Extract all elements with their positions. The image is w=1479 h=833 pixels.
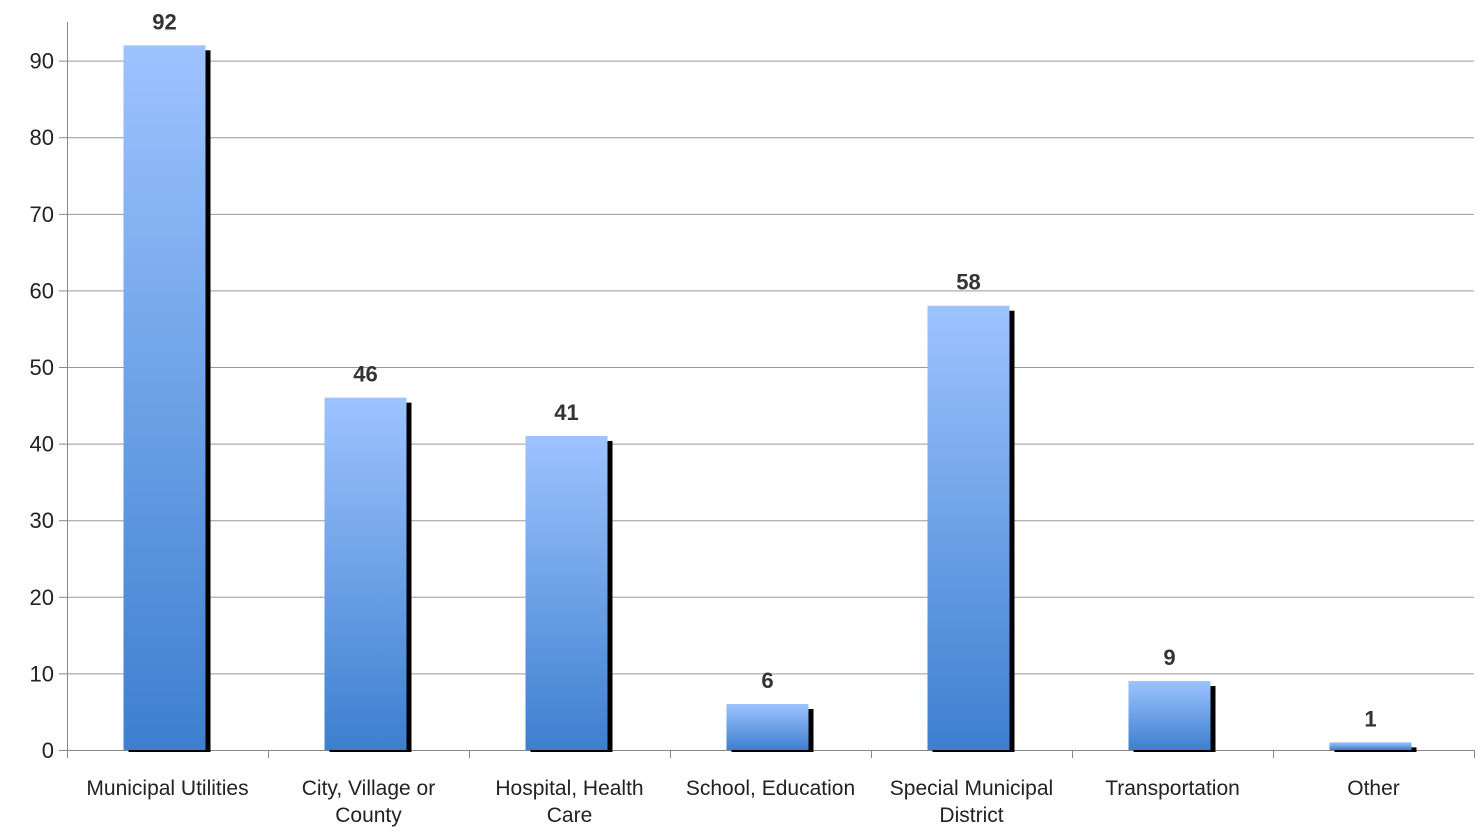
- x-tick-label: Transportation: [1105, 777, 1240, 800]
- y-tick-label: 70: [30, 202, 54, 227]
- bar-value-label: 41: [554, 400, 578, 425]
- x-tick-label: City, Village or County: [302, 777, 435, 827]
- bar: [123, 45, 206, 751]
- y-tick-label: 20: [30, 585, 54, 610]
- x-tick-label: School, Education: [686, 777, 855, 800]
- labels: 92 Municipal Utilities 46 City, Village or C…: [86, 9, 1399, 827]
- bar-value-label: 58: [956, 270, 980, 295]
- y-tick-label: 90: [30, 49, 54, 74]
- bar: [1329, 742, 1412, 750]
- x-tick-label: Special Municipal District: [890, 777, 1053, 827]
- bar: [324, 397, 407, 750]
- bar: [927, 305, 1010, 750]
- bar-value-label: 92: [152, 9, 176, 34]
- bar-value-label: 1: [1364, 706, 1376, 731]
- y-tick-label: 60: [30, 278, 54, 303]
- bar-value-label: 9: [1163, 645, 1175, 670]
- bar: [726, 704, 809, 750]
- y-tick-label: 30: [30, 508, 54, 533]
- bar: [525, 435, 608, 750]
- bars: [123, 45, 1417, 753]
- y-tick-label: 0: [42, 738, 54, 763]
- bar-value-label: 46: [353, 362, 377, 387]
- y-tick-label: 40: [30, 432, 54, 457]
- y-tick-label: 50: [30, 355, 54, 380]
- y-tick-label: 10: [30, 661, 54, 686]
- gridlines: [67, 60, 1474, 675]
- y-tick-label: 80: [30, 125, 54, 150]
- x-tick-label: Other: [1347, 777, 1400, 800]
- x-tick-label: Municipal Utilities: [86, 777, 248, 800]
- bar: [1128, 681, 1211, 750]
- bar-value-label: 6: [761, 668, 773, 693]
- x-tick-label: Hospital, Health Care: [495, 777, 643, 827]
- axes: 0 10 20 30 40 50 60 70 80 90: [30, 22, 1475, 763]
